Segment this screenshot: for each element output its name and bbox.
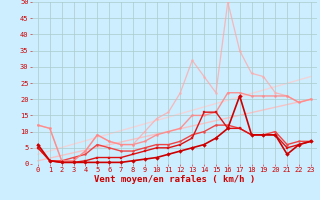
- X-axis label: Vent moyen/en rafales ( km/h ): Vent moyen/en rafales ( km/h ): [94, 175, 255, 184]
